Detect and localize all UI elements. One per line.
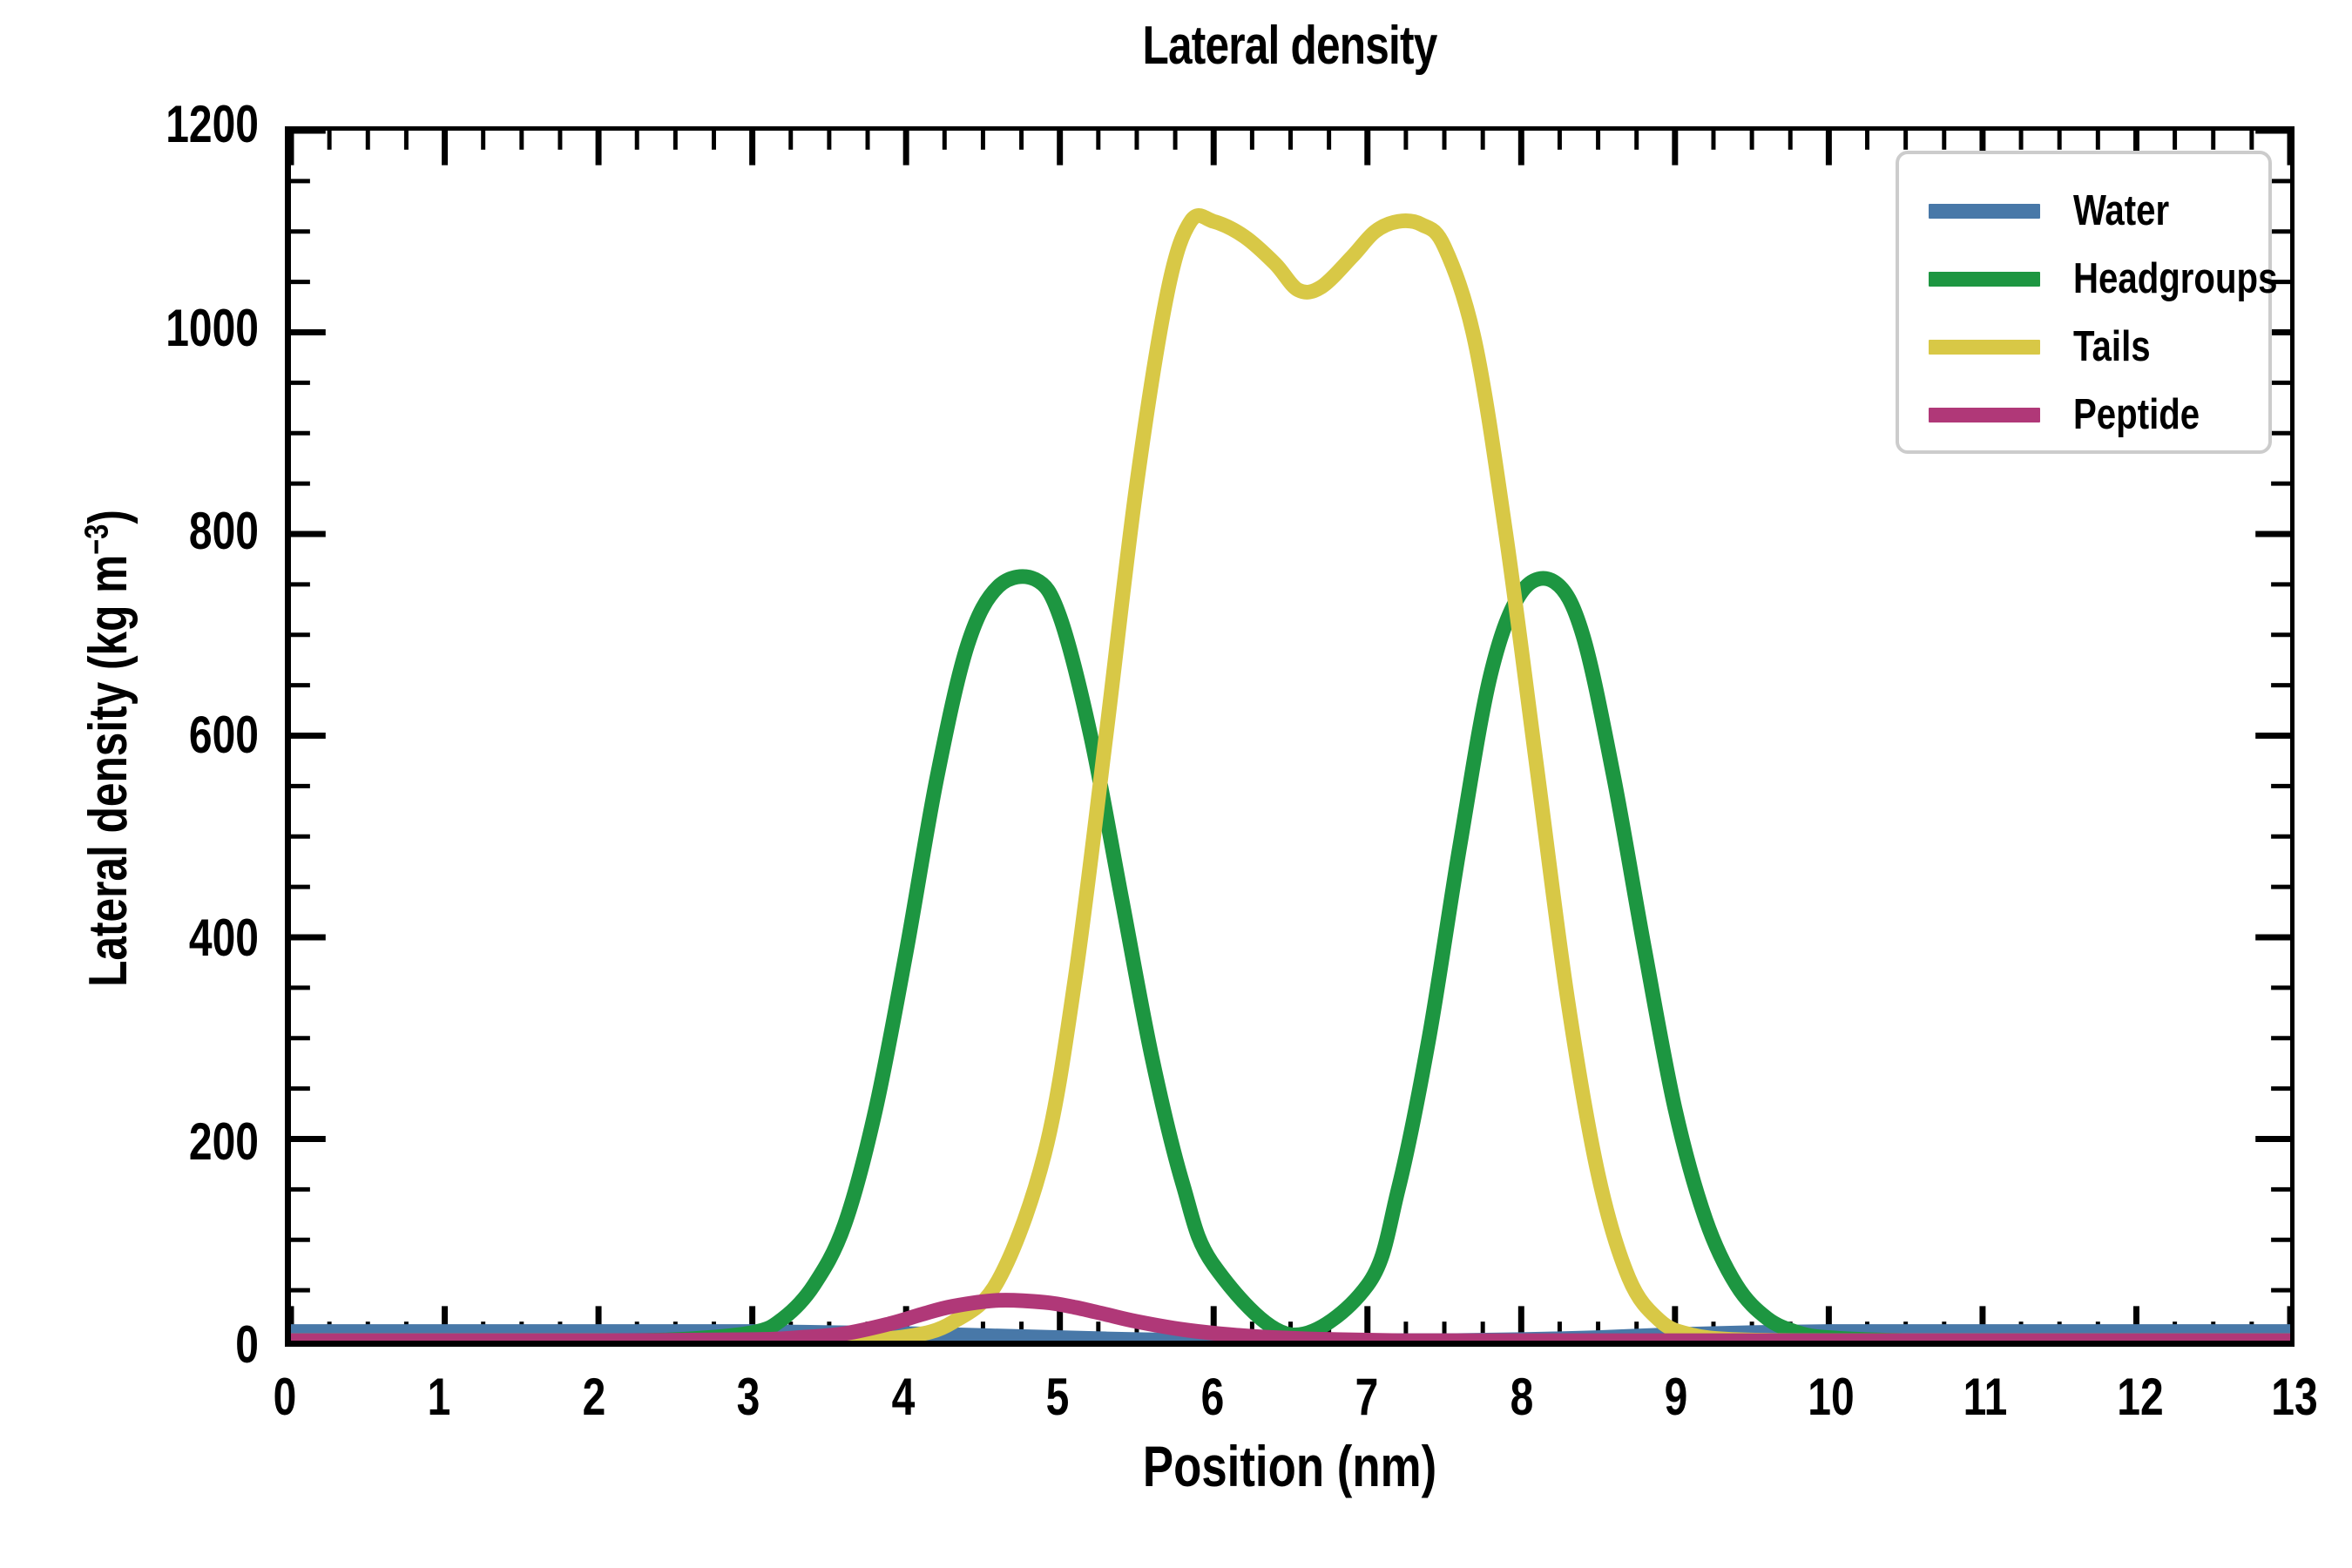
y-tick-label: 600: [188, 705, 259, 764]
x-tick-label: 7: [1355, 1368, 1379, 1426]
x-tick-label: 10: [1807, 1368, 1855, 1426]
x-tick-label: 8: [1510, 1368, 1534, 1426]
x-tick-label: 6: [1200, 1368, 1225, 1426]
legend-color-swatch: [1929, 203, 2040, 219]
legend-color-swatch: [1929, 339, 2040, 355]
x-tick-label: 4: [891, 1368, 916, 1426]
x-tick-label: 12: [2116, 1368, 2164, 1426]
x-tick-label: 0: [273, 1368, 297, 1426]
plot-canvas: [291, 131, 2290, 1341]
y-tick-label: 800: [188, 502, 259, 560]
series-line-water: [291, 1324, 2290, 1341]
y-tick-label: 400: [188, 909, 259, 967]
y-tick-label: 200: [188, 1112, 259, 1171]
legend-entry[interactable]: Peptide: [1899, 381, 2268, 449]
legend-entry[interactable]: Tails: [1899, 313, 2268, 381]
y-tick-label: 1000: [166, 298, 259, 357]
y-tick-label: 0: [235, 1315, 259, 1374]
legend-box: Water Headgroups Tails Peptide: [1896, 151, 2277, 454]
series-line-peptide: [291, 1293, 2290, 1341]
chart-title: Lateral density: [1142, 16, 1437, 76]
y-axis-label: Lateral density (kg m−3): [78, 212, 139, 1285]
y-axis-label-exponent: −3: [78, 524, 116, 555]
y-axis-label-main: Lateral density (kg m: [78, 554, 139, 987]
legend-color-swatch: [1929, 271, 2040, 287]
y-axis-label-tail: ): [78, 510, 139, 524]
x-tick-label: 3: [737, 1368, 760, 1426]
x-tick-label: 13: [2271, 1368, 2318, 1426]
legend-entry[interactable]: Water: [1899, 177, 2268, 245]
legend-color-swatch: [1929, 407, 2040, 422]
series-line-headgroups: [291, 569, 2290, 1341]
x-tick-label: 1: [428, 1368, 451, 1426]
series-line-tails: [291, 208, 2290, 1341]
y-tick-label: 1200: [166, 95, 259, 153]
x-tick-label: 9: [1664, 1368, 1688, 1426]
legend-label: Headgroups: [2073, 254, 2278, 302]
x-tick-label: 11: [1963, 1368, 2008, 1426]
x-axis-label: Position (nm): [1142, 1434, 1437, 1498]
legend-label: Water: [2073, 186, 2170, 234]
x-tick-label: 2: [582, 1368, 606, 1426]
x-tick-label: 5: [1045, 1368, 1070, 1426]
legend-label: Tails: [2073, 322, 2151, 370]
legend-label: Peptide: [2073, 390, 2200, 438]
legend-entry[interactable]: Headgroups: [1899, 245, 2277, 313]
